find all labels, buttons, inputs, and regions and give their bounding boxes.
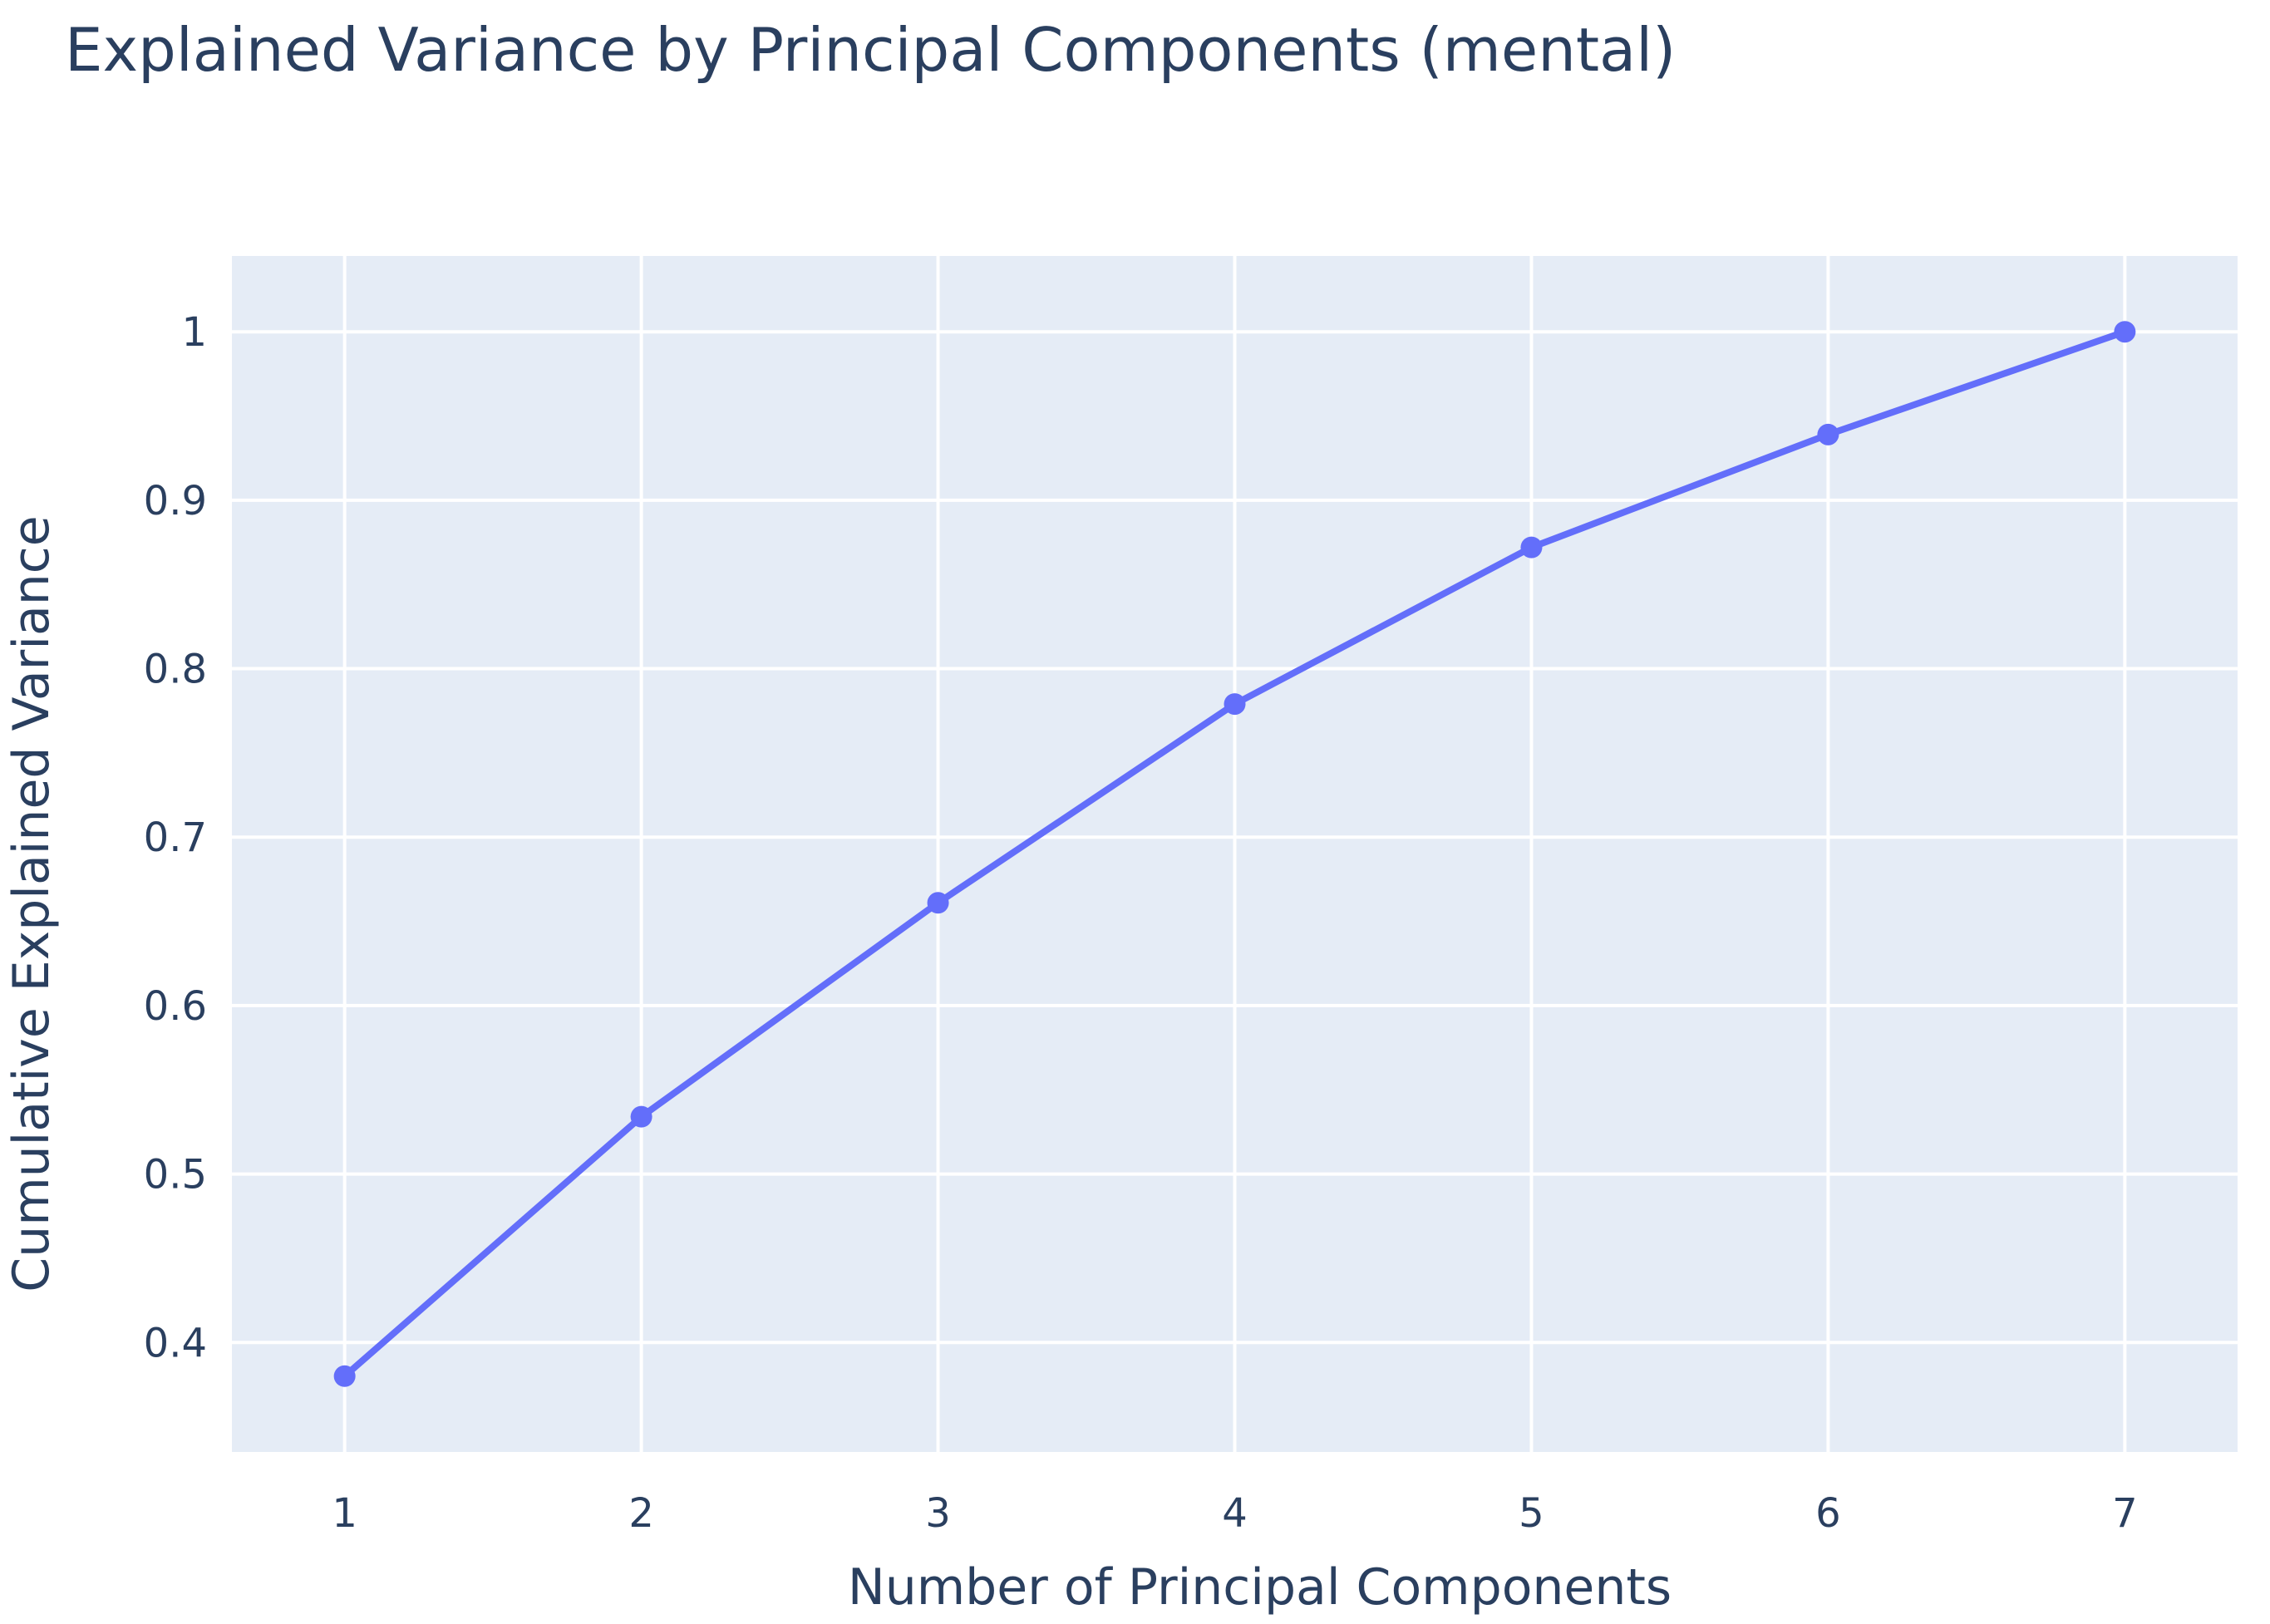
x-axis-title: Number of Principal Components xyxy=(848,1558,1672,1617)
x-tick-label: 6 xyxy=(1815,1490,1841,1537)
x-tick-label: 5 xyxy=(1519,1490,1544,1537)
x-tick-label: 1 xyxy=(332,1490,357,1537)
y-tick-label: 1 xyxy=(181,309,207,356)
y-tick-label: 0.8 xyxy=(144,647,207,693)
x-tick-label: 2 xyxy=(628,1490,654,1537)
y-axis-title: Cumulative Explained Variance xyxy=(2,515,61,1292)
x-tick-label: 7 xyxy=(2112,1490,2138,1537)
data-point xyxy=(1520,536,1543,559)
chart-title: Explained Variance by Principal Componen… xyxy=(65,15,1677,85)
y-tick-label: 0.6 xyxy=(144,983,207,1030)
data-point xyxy=(927,892,949,914)
data-point xyxy=(1224,693,1246,716)
data-point xyxy=(1817,423,1839,445)
y-tick-label: 0.7 xyxy=(144,814,207,861)
x-tick-label: 4 xyxy=(1222,1490,1248,1537)
x-tick-label: 3 xyxy=(925,1490,951,1537)
data-point xyxy=(333,1365,356,1387)
y-tick-label: 0.9 xyxy=(144,478,207,524)
y-tick-label: 0.5 xyxy=(144,1152,207,1198)
y-tick-label: 0.4 xyxy=(144,1320,207,1366)
data-point xyxy=(2114,321,2136,343)
data-point xyxy=(630,1105,652,1128)
